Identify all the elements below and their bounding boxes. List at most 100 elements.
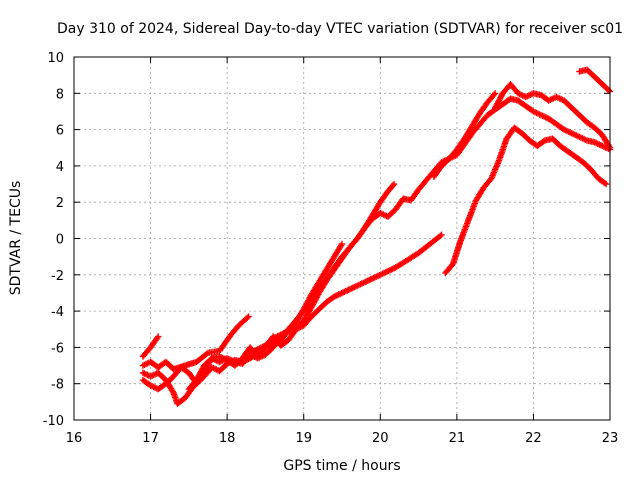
data-point bbox=[246, 350, 260, 362]
data-point bbox=[580, 159, 593, 172]
data-point bbox=[461, 124, 475, 142]
data-point bbox=[587, 166, 601, 181]
data-point bbox=[331, 242, 345, 260]
data-point bbox=[277, 329, 291, 344]
data-point bbox=[453, 136, 467, 153]
data-point bbox=[390, 180, 398, 188]
y-tick-label: 10 bbox=[47, 51, 64, 66]
series-track-8 bbox=[442, 124, 610, 277]
data-point bbox=[491, 90, 499, 97]
data-point bbox=[595, 175, 609, 187]
data-point bbox=[384, 207, 398, 220]
data-point bbox=[522, 102, 536, 114]
y-tick-label: -6 bbox=[51, 341, 64, 356]
data-point bbox=[139, 345, 153, 360]
data-point bbox=[430, 164, 444, 180]
data-point bbox=[415, 241, 432, 257]
data-point bbox=[392, 196, 406, 213]
data-point bbox=[178, 364, 191, 376]
data-point bbox=[155, 369, 168, 383]
data-point bbox=[292, 307, 307, 326]
data-point bbox=[599, 131, 613, 150]
y-tick-label: 2 bbox=[56, 196, 64, 211]
x-tick-label: 23 bbox=[602, 431, 619, 446]
data-point bbox=[292, 318, 306, 333]
data-point bbox=[361, 213, 375, 231]
data-point bbox=[484, 107, 498, 119]
series-track-6 bbox=[239, 240, 346, 366]
y-tick-label: -8 bbox=[51, 378, 64, 393]
data-point bbox=[185, 378, 199, 393]
data-point bbox=[476, 113, 490, 128]
x-tick-label: 20 bbox=[372, 431, 389, 446]
data-point bbox=[239, 355, 252, 366]
data-point bbox=[331, 254, 345, 271]
data-point bbox=[514, 97, 528, 109]
data-point bbox=[193, 350, 210, 366]
data-point bbox=[300, 305, 314, 324]
axis-layer: 16 17 18 19 20 21 22 23 -10 -8 -6 -4 -2 0 2 4 6 8 10 bbox=[43, 51, 619, 446]
data-point bbox=[576, 111, 590, 125]
data-point bbox=[174, 395, 187, 407]
data-point bbox=[518, 130, 532, 143]
data-point bbox=[472, 185, 486, 204]
data-point bbox=[227, 323, 241, 338]
data-point bbox=[469, 111, 483, 130]
data-point bbox=[262, 345, 276, 358]
data-point bbox=[392, 258, 409, 271]
data-point bbox=[591, 139, 604, 149]
data-point bbox=[507, 81, 521, 96]
data-point bbox=[461, 131, 475, 148]
data-point bbox=[269, 337, 283, 347]
data-point bbox=[407, 187, 421, 204]
x-tick-label: 16 bbox=[66, 431, 83, 446]
data-point bbox=[147, 334, 161, 351]
data-point bbox=[315, 299, 329, 313]
data-point bbox=[277, 337, 291, 349]
y-tick-label: -4 bbox=[51, 305, 64, 320]
y-tick-label: 4 bbox=[56, 160, 64, 175]
data-point bbox=[223, 355, 237, 365]
data-point bbox=[361, 274, 379, 286]
data-point bbox=[568, 130, 581, 140]
x-tick-label: 21 bbox=[449, 431, 466, 446]
data-point bbox=[484, 91, 498, 106]
data-point bbox=[599, 81, 613, 94]
chart-title: Day 310 of 2024, Sidereal Day-to-day VTE… bbox=[57, 21, 623, 37]
data-point bbox=[591, 124, 605, 138]
data-point bbox=[254, 352, 268, 362]
data-point bbox=[139, 376, 153, 388]
data-point bbox=[465, 198, 479, 224]
data-point bbox=[415, 178, 429, 193]
data-point bbox=[557, 142, 570, 154]
data-point bbox=[553, 93, 566, 103]
data-point bbox=[572, 153, 586, 165]
data-point bbox=[560, 97, 574, 110]
data-point bbox=[384, 182, 397, 195]
data-point bbox=[568, 104, 582, 118]
series-track-7 bbox=[430, 90, 499, 180]
data-point bbox=[254, 345, 268, 356]
data-point bbox=[308, 307, 322, 320]
data-layer bbox=[139, 66, 614, 407]
data-point bbox=[576, 133, 589, 143]
data-point bbox=[438, 156, 452, 170]
data-point bbox=[553, 121, 566, 132]
data-point bbox=[155, 381, 168, 393]
x-tick-label: 22 bbox=[525, 431, 542, 446]
data-point bbox=[495, 137, 510, 164]
data-point bbox=[583, 66, 597, 80]
y-tick-label: 0 bbox=[56, 233, 64, 248]
x-tick-label: 19 bbox=[295, 431, 312, 446]
data-point bbox=[449, 238, 464, 268]
data-point bbox=[315, 267, 329, 286]
data-point bbox=[403, 250, 421, 264]
data-point bbox=[426, 232, 444, 248]
data-point bbox=[308, 280, 322, 298]
data-point bbox=[476, 100, 490, 117]
data-point bbox=[193, 363, 207, 384]
data-point bbox=[216, 332, 234, 355]
series-track-10 bbox=[576, 66, 614, 95]
data-point bbox=[369, 200, 383, 219]
